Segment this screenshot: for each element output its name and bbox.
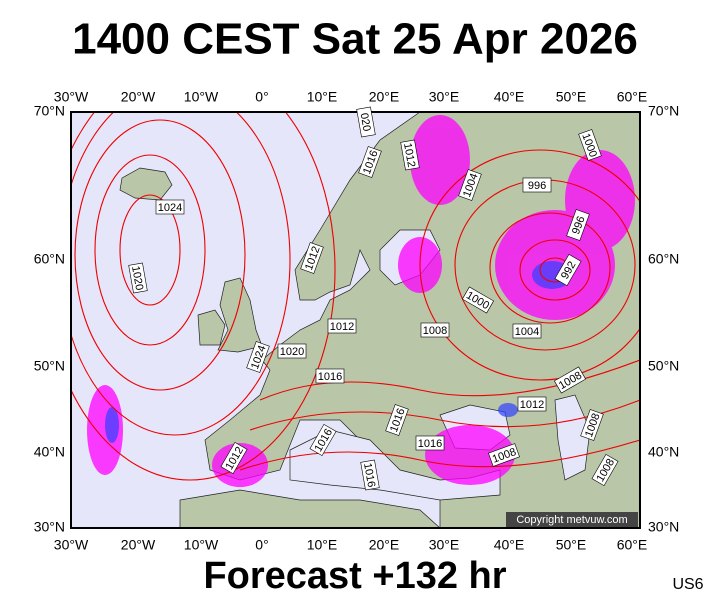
lat-label-right: 50°N [648, 358, 679, 374]
map-title: 1400 CEST Sat 25 Apr 2026 [72, 15, 638, 64]
lat-label-left: 60°N [34, 251, 65, 267]
lat-label-left: 30°N [34, 519, 65, 535]
isobar-label-box [400, 139, 420, 171]
lon-label-bottom: 30°E [429, 537, 460, 553]
isobar-label-text: 1020 [280, 346, 304, 358]
lon-label-bottom: 60°E [617, 537, 648, 553]
isobar-label-text: 996 [528, 180, 546, 192]
isobar-label: 1020 [277, 343, 307, 359]
isobar-label-box [420, 322, 450, 338]
isobar-label-box [512, 323, 542, 339]
isobar-label: 1016 [415, 435, 445, 451]
copyright-box [506, 512, 638, 527]
isobar-label-box [315, 368, 345, 384]
isobar-label-box [580, 409, 604, 441]
isobar-label: 1012 [327, 318, 357, 334]
isobar-label-box [578, 129, 602, 161]
lon-label-top: 10°E [307, 89, 338, 105]
isobar-label-box [128, 262, 148, 294]
isobar-label: 1012 [400, 139, 420, 171]
lat-label-right: 60°N [648, 251, 679, 267]
lat-label-right: 70°N [648, 103, 679, 119]
copyright: Copyright metvuw.com [516, 514, 627, 526]
isobar-label-box [591, 453, 619, 487]
lon-label-top: 20°W [121, 89, 156, 105]
lon-label-bottom: 30°W [54, 537, 89, 553]
isobar-label: 020 [356, 106, 376, 138]
footer: Forecast +132 hr [203, 555, 506, 597]
lon-label-bottom: 50°E [556, 537, 587, 553]
lon-label-bottom: 10°E [307, 537, 338, 553]
lon-label-top: 0° [255, 89, 268, 105]
lon-label-bottom: 20°W [121, 537, 156, 553]
isobar-label-text: 1016 [418, 438, 442, 450]
lon-label-bottom: 20°E [369, 537, 400, 553]
isobar-label-box [461, 286, 495, 314]
isobar-label: 1016 [315, 368, 345, 384]
isobar-label: 996 [522, 177, 552, 193]
isobar-label-box [327, 318, 357, 334]
isobar-label-text: 1004 [515, 326, 539, 338]
lon-label-bottom: 10°W [184, 537, 219, 553]
isobar-label-text: 1024 [158, 202, 182, 214]
isobar-label-box [554, 253, 582, 287]
isobar-label-text: 1020 [129, 265, 145, 291]
lon-label-top: 20°E [369, 89, 400, 105]
lat-label-left: 50°N [34, 358, 65, 374]
lon-label-top: 30°E [429, 89, 460, 105]
isobar-label-box [220, 441, 248, 475]
isobar-label-box [246, 341, 270, 373]
isobar-label: 1016 [360, 459, 380, 491]
isobar-label-box [517, 396, 547, 412]
labels: 30°W 30°W 20°W 20°W 10°W 10°W 0° 0° 10°E 10°E 20°E… [34, 89, 680, 553]
isobar-label: 1020 [128, 262, 148, 294]
map-area: Copyright metvuw.com [71, 112, 640, 528]
isobar-label-box [415, 435, 445, 451]
isobar-label-box [553, 366, 587, 394]
lon-label-top: 40°E [494, 89, 525, 105]
run-code: US6 [672, 576, 703, 593]
lon-label-bottom: 0° [255, 537, 268, 553]
isobar-label: 1004 [458, 169, 482, 201]
isobar-label-box [300, 242, 324, 274]
lat-label-right: 30°N [648, 519, 679, 535]
lon-label-bottom: 40°E [494, 537, 525, 553]
isobar-label: 996 [566, 209, 590, 241]
isobar-label-text: 1012 [401, 142, 417, 168]
isobar-label-box [155, 199, 185, 215]
isobar-label-box [360, 459, 380, 491]
isobar-label-box [488, 443, 520, 467]
isobar-label-box [385, 404, 409, 436]
lon-label-top: 60°E [617, 89, 648, 105]
isobar-label: 1024 [155, 199, 185, 215]
isobar-label-box [358, 146, 382, 178]
map-frame [70, 111, 641, 529]
lat-label-left: 70°N [34, 103, 65, 119]
lon-label-top: 10°W [184, 89, 219, 105]
isobar-label: 1004 [512, 323, 542, 339]
lon-label-top: 30°W [54, 89, 89, 105]
isobar-label-text: 1012 [520, 399, 544, 411]
isobar-label-box [309, 423, 337, 457]
isobar-label-box [356, 106, 376, 138]
lon-label-top: 50°E [556, 89, 587, 105]
isobar-label-text: 996 [570, 215, 588, 236]
lat-label-left: 40°N [34, 444, 65, 460]
lat-label-right: 40°N [648, 444, 679, 460]
isobar-label-text: 020 [358, 112, 373, 132]
isobar-label-box [458, 169, 482, 201]
isobar-label: 1012 [517, 396, 547, 412]
isobar-label-text: 1008 [423, 325, 447, 337]
isobar-label-text: 1016 [361, 462, 377, 488]
isobar-label-box [277, 343, 307, 359]
isobar-label-box [522, 177, 552, 193]
isobar-label-box [566, 209, 590, 241]
isobar-label: 1008 [420, 322, 450, 338]
isobar-label-text: 1016 [318, 371, 342, 383]
isobar-label-text: 1012 [330, 321, 354, 333]
